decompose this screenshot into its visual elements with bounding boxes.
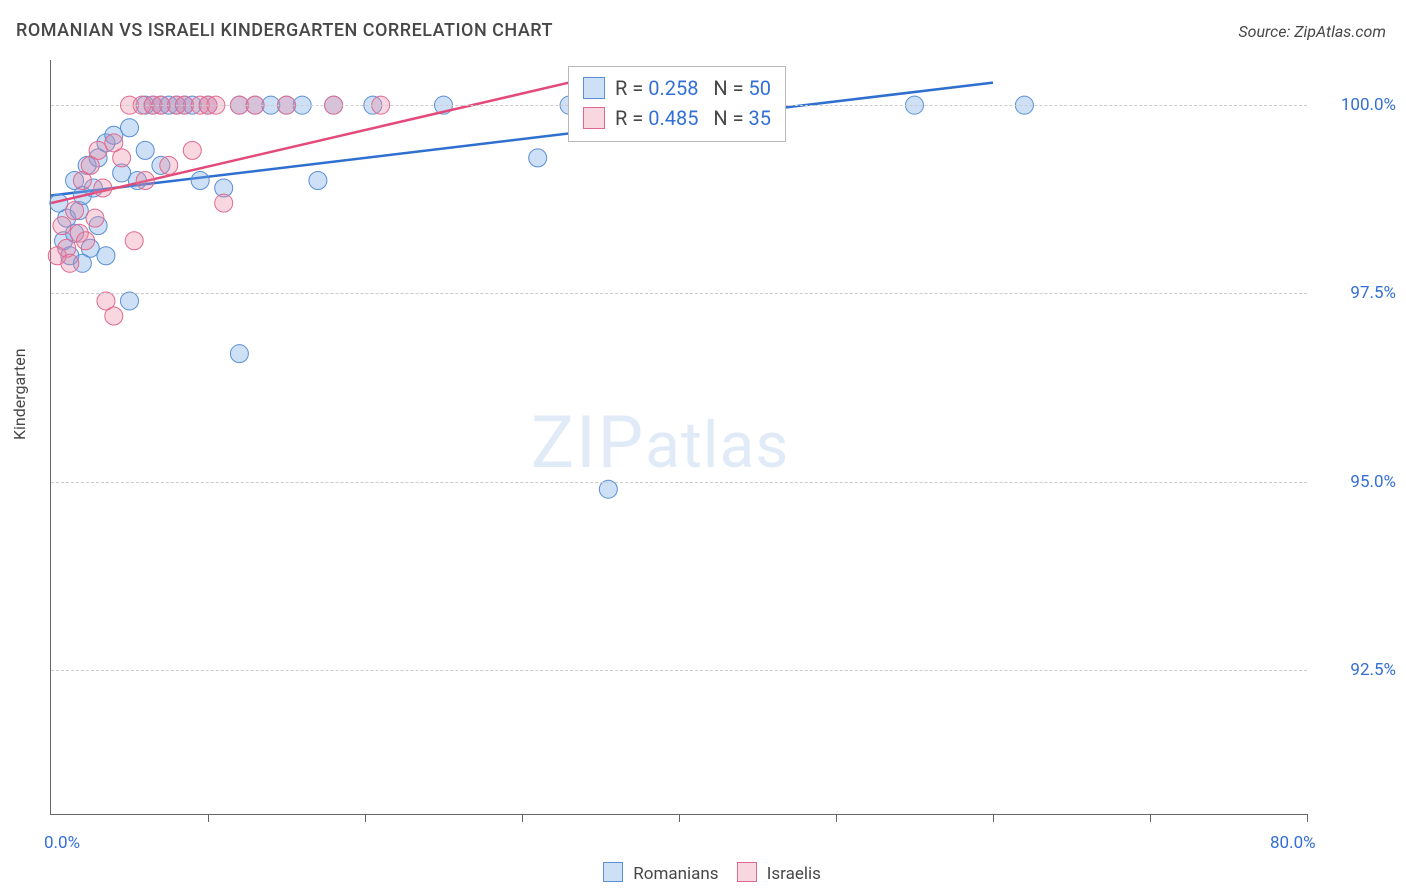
data-point xyxy=(125,232,143,250)
data-point xyxy=(230,345,248,363)
x-tick xyxy=(1307,814,1308,822)
stats-legend: R = 0.258 N = 50R = 0.485 N = 35 xyxy=(568,66,786,142)
data-point xyxy=(105,307,123,325)
x-tick xyxy=(1150,814,1151,822)
source-label: Source: ZipAtlas.com xyxy=(1238,22,1386,41)
data-point xyxy=(86,209,104,227)
legend-swatch xyxy=(737,862,757,882)
gridline xyxy=(51,293,1307,294)
data-point xyxy=(160,156,178,174)
x-tick xyxy=(522,814,523,822)
plot-svg xyxy=(51,60,1307,813)
x-tick xyxy=(993,814,994,822)
legend-r-label: R = xyxy=(615,106,648,130)
data-point xyxy=(53,217,71,235)
stats-legend-row: R = 0.485 N = 35 xyxy=(583,103,771,133)
legend-n-value: 35 xyxy=(749,106,771,130)
x-axis-end-label: 80.0% xyxy=(1270,833,1316,853)
y-tick-label: 97.5% xyxy=(1316,283,1396,303)
y-tick-label: 100.0% xyxy=(1316,95,1396,115)
data-point xyxy=(599,480,617,498)
legend-series-label: Romanians xyxy=(629,864,718,884)
data-point xyxy=(77,232,95,250)
legend-series-label: Israelis xyxy=(763,864,821,884)
data-point xyxy=(121,292,139,310)
x-tick xyxy=(679,814,680,822)
data-point xyxy=(66,202,84,220)
stats-legend-row: R = 0.258 N = 50 xyxy=(583,73,771,103)
data-point xyxy=(136,171,154,189)
data-point xyxy=(309,171,327,189)
data-point xyxy=(61,254,79,272)
legend-n-label: N = xyxy=(698,76,748,100)
legend-swatch xyxy=(603,862,623,882)
series-legend: Romanians Israelis xyxy=(0,862,1406,884)
legend-r-value: 0.258 xyxy=(648,76,698,100)
x-tick xyxy=(208,814,209,822)
data-point xyxy=(113,149,131,167)
data-point xyxy=(183,141,201,159)
x-tick xyxy=(836,814,837,822)
data-point xyxy=(191,171,209,189)
x-axis-start-label: 0.0% xyxy=(44,833,80,853)
legend-swatch xyxy=(583,77,605,99)
y-axis-label: Kindergarten xyxy=(10,348,29,440)
plot-area: ZIPatlas xyxy=(50,60,1308,815)
legend-r-value: 0.485 xyxy=(648,106,698,130)
data-point xyxy=(97,247,115,265)
legend-n-label: N = xyxy=(698,106,748,130)
chart-title: ROMANIAN VS ISRAELI KINDERGARTEN CORRELA… xyxy=(16,20,553,41)
y-tick-label: 92.5% xyxy=(1316,660,1396,680)
legend-swatch xyxy=(583,107,605,129)
legend-n-value: 50 xyxy=(749,76,771,100)
data-point xyxy=(136,141,154,159)
legend-r-label: R = xyxy=(615,76,648,100)
gridline xyxy=(51,482,1307,483)
gridline xyxy=(51,670,1307,671)
chart-root: ROMANIAN VS ISRAELI KINDERGARTEN CORRELA… xyxy=(0,0,1406,892)
data-point xyxy=(529,149,547,167)
y-tick-label: 95.0% xyxy=(1316,472,1396,492)
x-tick xyxy=(365,814,366,822)
data-point xyxy=(94,179,112,197)
data-point xyxy=(121,119,139,137)
data-point xyxy=(215,194,233,212)
